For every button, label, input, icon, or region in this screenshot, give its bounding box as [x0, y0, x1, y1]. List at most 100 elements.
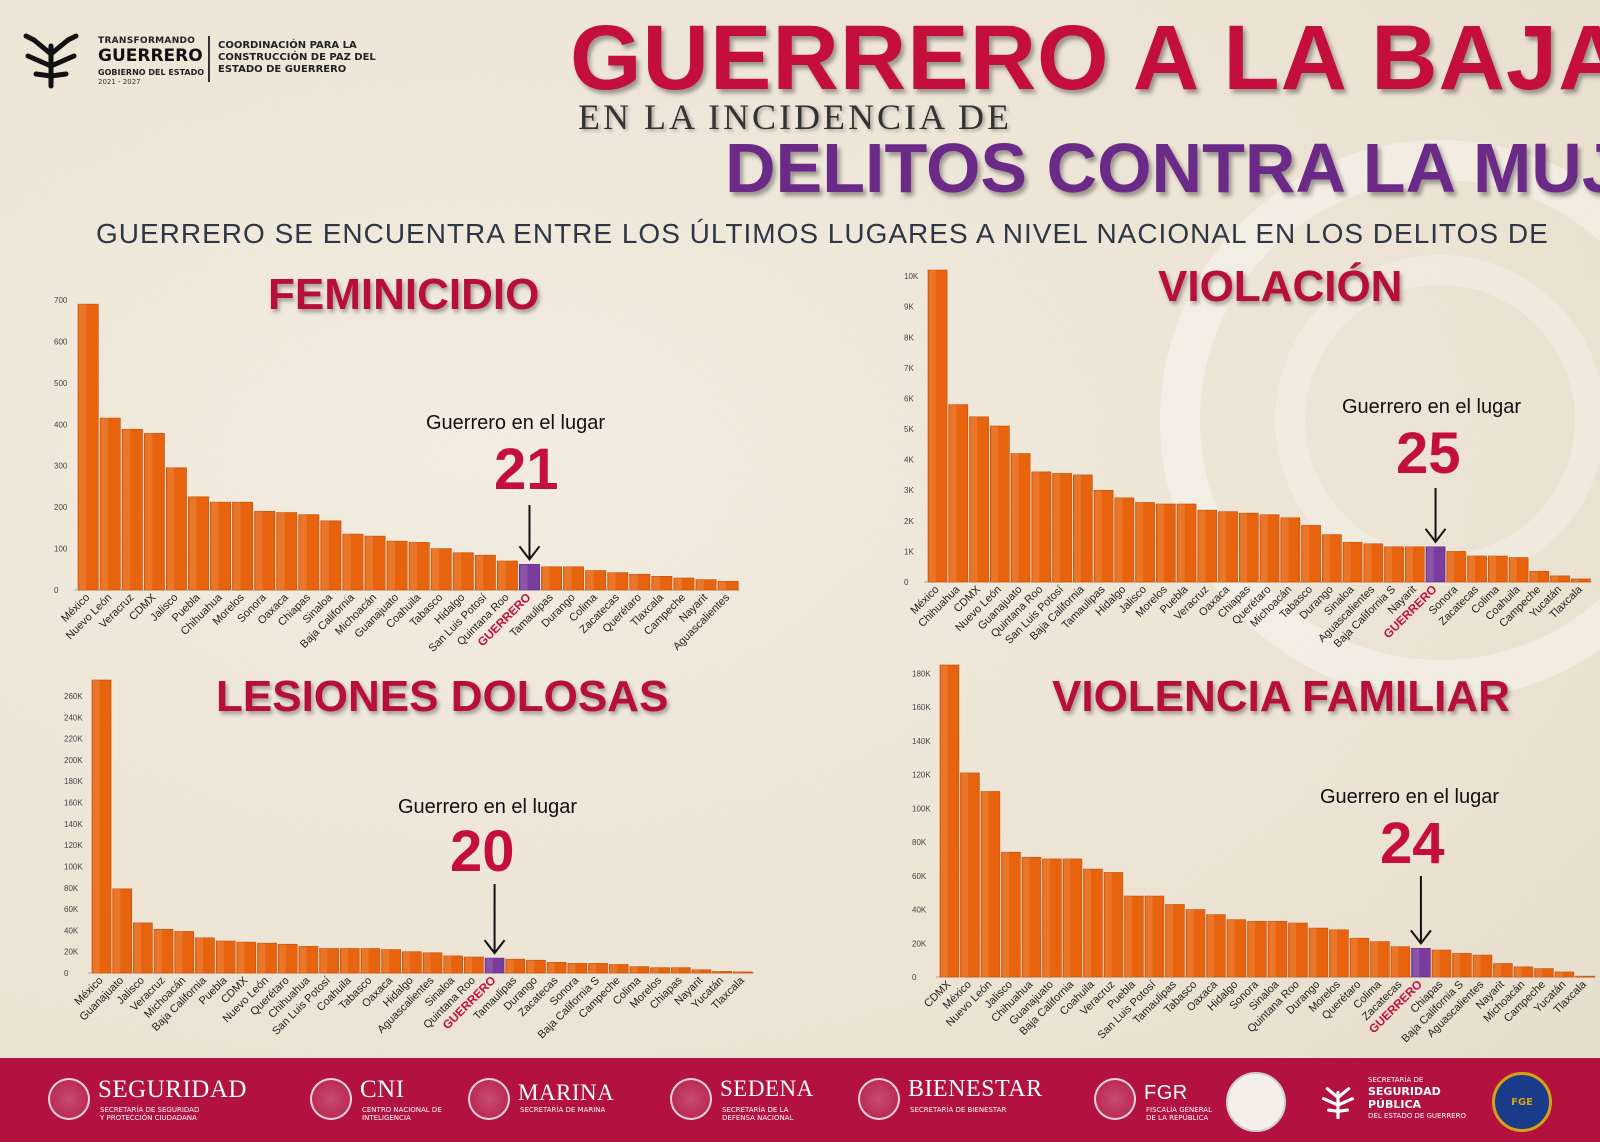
bar-sheen [1157, 504, 1164, 582]
bar-sheen [258, 943, 266, 973]
bar-sheen [365, 536, 373, 590]
bar-jalisco [1135, 502, 1155, 583]
annotation-arrow-icon [1424, 488, 1447, 544]
bar-sheen [1002, 852, 1010, 977]
bar-chihuahua [948, 404, 969, 583]
y-tick-label: 0 [54, 586, 59, 595]
bar-aguascalientes [1472, 954, 1493, 978]
bar-sheen [101, 418, 109, 590]
bar-hidalgo [1226, 919, 1247, 978]
bar-sheen [692, 969, 700, 973]
bar-chihuahua [1021, 856, 1042, 978]
bar-sheen [155, 929, 162, 973]
bar-sheen [589, 963, 597, 973]
bar-sheen [403, 951, 410, 973]
bar-sheen [277, 512, 285, 590]
bar-sheen [237, 942, 245, 973]
bar-sheen [1427, 546, 1434, 582]
bar-sheen [1043, 858, 1051, 977]
mexico-emblem-icon [468, 1078, 510, 1120]
bar-coahuila [1508, 557, 1529, 583]
bar-sheen [486, 958, 493, 973]
footer-fgr-desc: FISCALÍA GENERAL DE LA REPÚBLICA [1146, 1106, 1212, 1122]
bar-sheen [1551, 575, 1559, 582]
bar-oaxaca [1218, 511, 1238, 583]
bar-sheen [1392, 946, 1399, 977]
bar-tamaulipas [1093, 489, 1114, 583]
y-tick-label: 160K [912, 703, 931, 712]
bar-sheen [1453, 953, 1461, 977]
bar-tlaxcala [651, 576, 673, 591]
sub-title: EN LA INCIDENCIA DE [578, 97, 1012, 137]
bar-cdmx [939, 664, 960, 978]
bar-sheen [734, 971, 741, 973]
bar-michoacán [364, 535, 386, 591]
bar-nayarit [691, 969, 712, 974]
y-tick-label: 40K [64, 926, 79, 935]
bar-veracruz [153, 929, 174, 974]
y-tick-label: 1K [904, 547, 914, 556]
bar-sheen [424, 952, 431, 973]
main-title: GUERRERO A LA BAJA [570, 7, 1600, 109]
bar-sheen [1515, 966, 1522, 977]
bar-sonora [567, 963, 588, 974]
footer-cni-desc: CENTRO NACIONAL DE INTELIGENCIA [362, 1106, 442, 1122]
bar-hidalgo [452, 552, 474, 591]
footer-cni-name: CNI [360, 1076, 405, 1103]
coordination-text: COORDINACIÓN PARA LA CONSTRUCCIÓN DE PAZ… [218, 40, 376, 75]
bar-sheen [321, 520, 329, 590]
bar-sheen [1323, 534, 1330, 582]
bar-sheen [713, 971, 721, 973]
bar-sinaloa [1267, 921, 1288, 978]
bar-colima [1370, 941, 1390, 978]
guerrero-emblem-icon [23, 33, 79, 89]
chart-title-lesiones: LESIONES DOLOSAS [216, 672, 669, 721]
bar-sinaloa [320, 520, 342, 591]
bar-cdmx [236, 941, 257, 974]
y-tick-label: 240K [64, 713, 83, 722]
bar-tabasco [1301, 525, 1321, 583]
bar-sheen [444, 955, 452, 973]
bar-veracruz [1197, 509, 1218, 583]
y-tick-label: 0 [912, 973, 917, 982]
bar-sheen [341, 948, 348, 973]
bar-quintana-roo [1288, 922, 1308, 978]
bar-veracruz [1103, 872, 1124, 978]
bar-sheen [113, 888, 121, 973]
bar-sheen [1084, 869, 1092, 977]
bar-puebla [1176, 503, 1197, 583]
bar-chiapas [1238, 512, 1259, 583]
bar-sheen [1269, 921, 1276, 977]
bar-coahuila [339, 948, 360, 974]
bar-campeche [673, 577, 695, 591]
bar-coahuila [1083, 868, 1103, 978]
bar-sheen [1207, 914, 1215, 977]
bar-sheen [1023, 857, 1030, 977]
chart-1: 01K2K3K4K5K6K7K8K9K10KMéxicoChihuahuaCDM… [904, 269, 1592, 650]
y-tick-label: 6K [904, 394, 914, 403]
footer-fgr: FGR FISCALÍA GENERAL DE LA REPÚBLICA [1094, 1076, 1212, 1126]
bar-sheen [672, 967, 679, 973]
bar-tlaxcala [1570, 578, 1591, 583]
bar-sheen [1447, 551, 1455, 582]
y-tick-label: 60K [912, 872, 927, 881]
y-tick-label: 3K [904, 486, 914, 495]
bar-chiapas [298, 514, 320, 591]
bar-zacatecas [1390, 946, 1411, 978]
y-tick-label: 40K [912, 906, 927, 915]
bar-michoacán [174, 931, 195, 974]
bar-sheen [79, 304, 87, 590]
y-tick-label: 10K [904, 272, 919, 281]
bar-sheen [527, 960, 535, 973]
bar-sheen [145, 433, 153, 590]
bar-san-luis-potosí [319, 948, 339, 974]
bar-nuevo-león [980, 791, 1001, 978]
bar-sheen [1535, 968, 1543, 977]
bar-morelos [1155, 503, 1176, 583]
bar-chiapas [1431, 949, 1452, 978]
bar-sheen [1064, 858, 1071, 977]
bar-colima [629, 966, 650, 974]
bar-baja-california [1072, 474, 1093, 583]
bar-oaxaca [276, 512, 298, 591]
bar-sheen [432, 548, 440, 590]
